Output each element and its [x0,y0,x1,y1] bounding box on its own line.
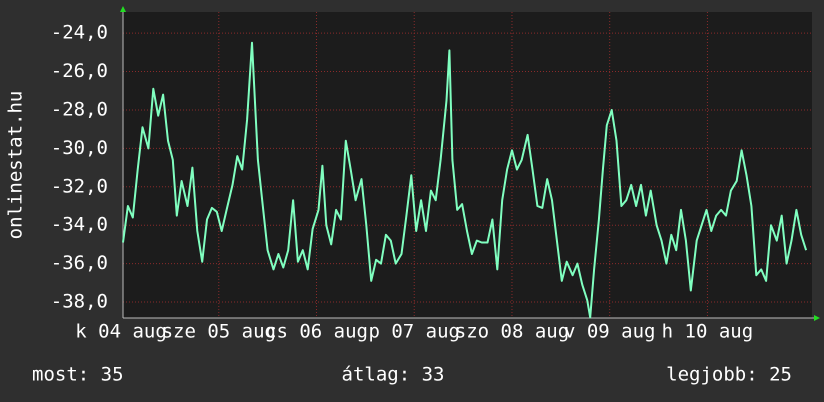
footer-average: átlag: 33 [342,364,445,386]
x-arrow [814,315,820,321]
y-tick-label: -30,0 [51,137,108,159]
y-tick-label: -24,0 [51,22,108,44]
x-tick-label: h 10 aug [662,321,754,343]
footer-current: most: 35 [32,364,124,386]
x-tick-label: sze 05 aug [162,321,276,343]
x-tick-label: v 09 aug [564,321,656,343]
grid [123,12,812,318]
data-line [122,41,808,319]
plot-area [123,12,812,318]
x-tick-label: k 04 aug [75,321,167,343]
footer-best: legjobb: 25 [666,364,792,386]
y-tick-label: -34,0 [51,214,108,236]
y-tick-label: -32,0 [51,175,108,197]
y-arrow [120,6,126,12]
x-tick-label: szo 08 aug [455,321,569,343]
y-tick-label: -38,0 [51,291,108,313]
x-tick-label: p 07 aug [368,321,460,343]
y-tick-label: -36,0 [51,252,108,274]
y-tick-label: -26,0 [51,60,108,82]
y-tick-label: -28,0 [51,98,108,120]
x-tick-label: cs 06 aug [265,321,368,343]
y-axis-label: onlinestat.hu [5,91,27,240]
